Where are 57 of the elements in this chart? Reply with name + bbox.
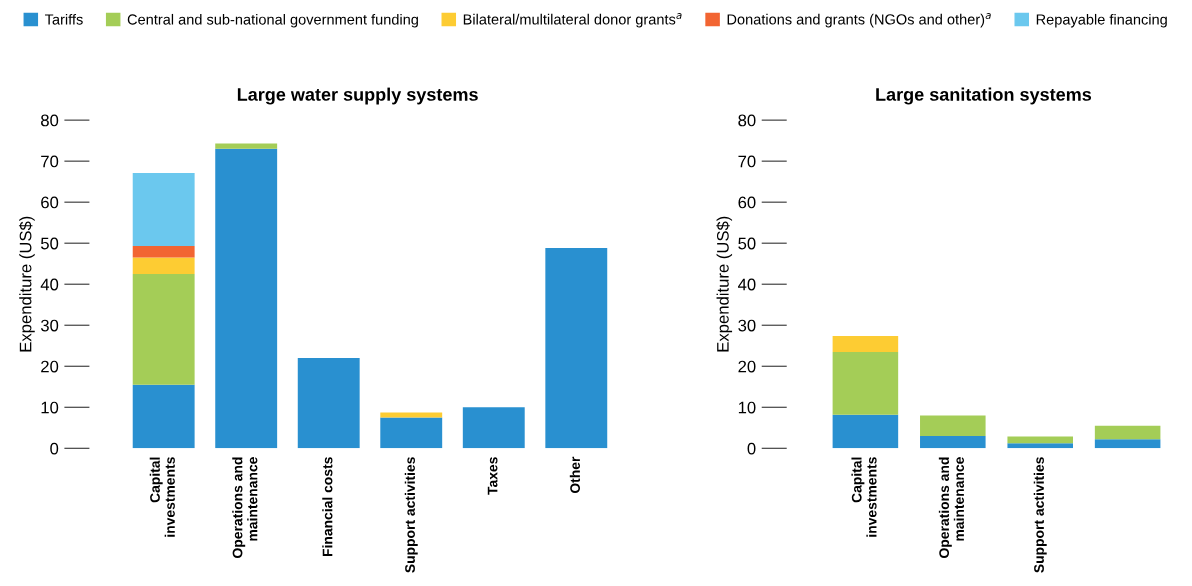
bar — [380, 412, 443, 418]
y-tick-label: 60 — [738, 196, 756, 209]
y-tick-label: 70 — [41, 155, 59, 168]
bar — [297, 358, 360, 449]
bar — [215, 148, 278, 449]
y-tick-label: 70 — [738, 155, 756, 168]
y-tick-label: 0 — [50, 442, 59, 455]
y-tick-label: 50 — [738, 237, 756, 250]
y-tick-label: 80 — [738, 114, 756, 127]
legend-label: Tariffs — [44, 13, 83, 25]
y-tick-label: 20 — [738, 360, 756, 373]
y-tick-label: 10 — [738, 401, 756, 414]
x-tick-label: Other — [569, 456, 581, 494]
bar — [132, 246, 195, 258]
y-tick-label: 0 — [747, 442, 756, 455]
y-tick-label: 30 — [738, 319, 756, 332]
chart-title: Large sanitation systems — [876, 87, 1092, 105]
bar — [1007, 436, 1073, 444]
bar — [1007, 443, 1073, 449]
y-axis-title: Expenditure (US$) — [716, 216, 733, 352]
x-tick-label: Operations and maintenance — [232, 457, 258, 558]
y-tick-label: 40 — [738, 278, 756, 291]
legend-label: Donations and grants (NGOs and other)$^{a}$ — [727, 13, 991, 28]
y-tick-label: 10 — [41, 401, 59, 414]
y-tick-label: 80 — [41, 114, 59, 127]
y-axis-title: Expenditure (US$) — [18, 216, 35, 352]
chart-title: Large water supply systems — [237, 87, 478, 105]
x-tick-label: Capital investments — [851, 457, 877, 537]
bar — [832, 335, 899, 352]
y-tick-label: 40 — [40, 278, 59, 291]
legend-label: Repayable financing — [1036, 13, 1167, 28]
legend-label: Bilateral/multilateral donor grants$^{a}$ — [463, 13, 682, 28]
bar — [832, 414, 899, 449]
bar — [1094, 425, 1161, 440]
bar — [545, 248, 608, 449]
bar — [132, 257, 195, 274]
y-tick-label: 50 — [40, 237, 59, 250]
bar — [920, 415, 986, 436]
bar — [462, 407, 525, 449]
x-tick-label: Capital investments — [149, 457, 175, 537]
x-tick-label: Operations and maintenance — [938, 457, 965, 558]
bar — [132, 384, 195, 449]
x-tick-label: Support activities — [1033, 457, 1047, 573]
y-tick-label: 20 — [41, 360, 59, 373]
bar — [1094, 439, 1161, 449]
x-tick-label: Taxes — [487, 457, 498, 495]
bar — [380, 417, 443, 449]
bar — [132, 173, 195, 247]
bar — [215, 143, 278, 149]
legend-label: Central and sub-national government funding — [127, 13, 418, 28]
bar — [132, 273, 195, 385]
x-tick-label: Financial costs — [322, 457, 333, 557]
y-tick-label: 60 — [41, 196, 59, 209]
bar — [920, 435, 986, 449]
bar — [832, 351, 899, 415]
y-tick-label: 30 — [40, 319, 59, 332]
x-tick-label: Support activities — [404, 457, 418, 573]
